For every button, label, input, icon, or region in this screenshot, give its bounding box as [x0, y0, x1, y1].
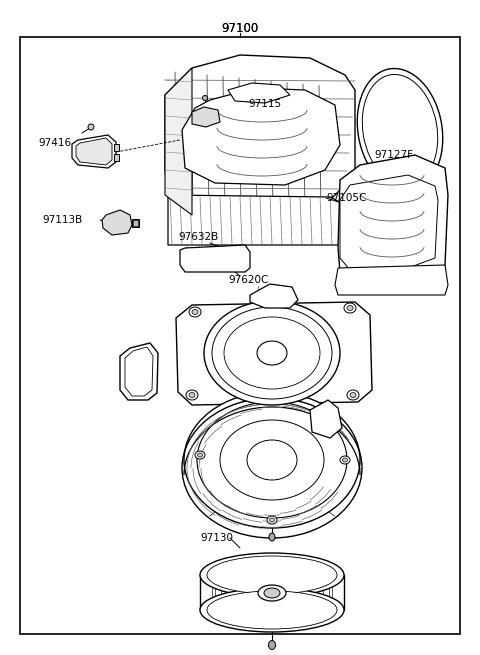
Ellipse shape: [269, 518, 275, 522]
Ellipse shape: [267, 516, 277, 524]
Ellipse shape: [269, 533, 275, 541]
Ellipse shape: [362, 75, 438, 185]
Ellipse shape: [186, 390, 198, 400]
Polygon shape: [165, 68, 192, 215]
Bar: [133, 220, 138, 226]
Text: 97100: 97100: [221, 22, 259, 35]
Polygon shape: [182, 88, 340, 185]
Polygon shape: [180, 245, 250, 272]
Ellipse shape: [197, 402, 347, 518]
Polygon shape: [228, 83, 290, 103]
Ellipse shape: [197, 453, 203, 457]
Ellipse shape: [204, 301, 340, 405]
Polygon shape: [72, 135, 116, 168]
Ellipse shape: [344, 303, 356, 313]
Ellipse shape: [350, 392, 356, 398]
Polygon shape: [102, 210, 132, 235]
Text: 97113B: 97113B: [42, 215, 82, 225]
Polygon shape: [125, 347, 153, 396]
Ellipse shape: [357, 69, 443, 191]
Text: 97115: 97115: [248, 99, 281, 109]
Text: 97620C: 97620C: [228, 275, 268, 285]
Text: 97416: 97416: [38, 138, 71, 148]
Ellipse shape: [195, 451, 205, 459]
Polygon shape: [192, 107, 220, 127]
Ellipse shape: [224, 317, 320, 389]
Text: 97130: 97130: [200, 533, 233, 543]
Ellipse shape: [192, 310, 198, 314]
Polygon shape: [120, 343, 158, 400]
Ellipse shape: [88, 124, 94, 130]
Text: 97100: 97100: [221, 22, 259, 35]
Ellipse shape: [257, 341, 287, 365]
Ellipse shape: [264, 588, 280, 598]
Ellipse shape: [189, 392, 195, 398]
Ellipse shape: [200, 588, 344, 632]
Polygon shape: [338, 155, 448, 285]
Ellipse shape: [268, 641, 276, 650]
Ellipse shape: [340, 456, 350, 464]
Bar: [114, 144, 119, 151]
Ellipse shape: [200, 553, 344, 597]
Ellipse shape: [203, 96, 207, 100]
Ellipse shape: [247, 440, 297, 480]
Polygon shape: [335, 265, 448, 295]
Text: 97105C: 97105C: [326, 193, 366, 203]
Ellipse shape: [184, 392, 360, 528]
Ellipse shape: [347, 390, 359, 400]
Ellipse shape: [212, 307, 332, 399]
Text: 97127F: 97127F: [374, 150, 413, 160]
Polygon shape: [165, 55, 355, 215]
Ellipse shape: [207, 591, 337, 629]
Polygon shape: [310, 400, 342, 438]
Ellipse shape: [347, 305, 353, 310]
Ellipse shape: [220, 420, 324, 500]
Bar: [132, 219, 139, 227]
Ellipse shape: [189, 307, 201, 317]
Ellipse shape: [207, 556, 337, 594]
Text: 97632B: 97632B: [178, 232, 218, 242]
Polygon shape: [250, 284, 298, 308]
Polygon shape: [340, 175, 438, 270]
Ellipse shape: [343, 458, 348, 462]
Polygon shape: [76, 138, 112, 165]
Polygon shape: [168, 195, 355, 245]
Polygon shape: [176, 302, 372, 405]
Bar: [114, 154, 119, 161]
Ellipse shape: [258, 585, 286, 601]
